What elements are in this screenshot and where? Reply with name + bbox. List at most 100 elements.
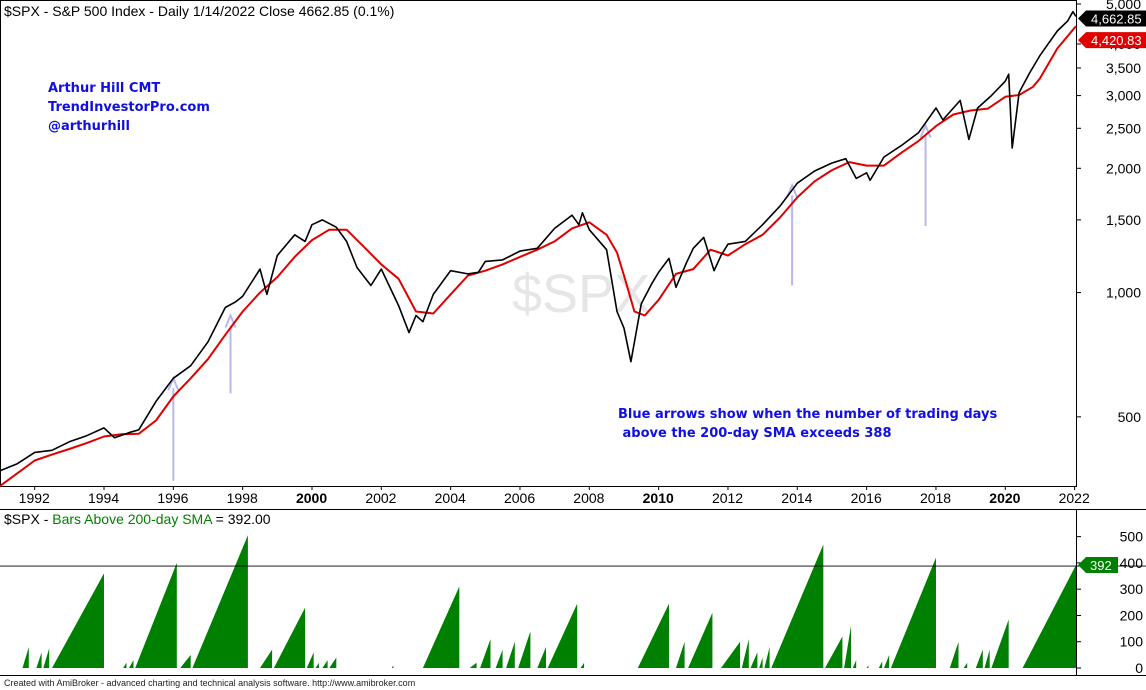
lower-y-tick-label: 300 [1120, 581, 1144, 597]
author-handle: @arthurhill [48, 119, 130, 134]
bars-above-run [759, 657, 763, 668]
author-name: Arthur Hill CMT [48, 81, 160, 96]
bars-above-run [844, 626, 851, 668]
bars-above-run [495, 649, 503, 668]
lower-y-tick-label: 200 [1120, 607, 1144, 623]
lower-title-value: = 392.00 [212, 511, 271, 527]
bars-above-run [688, 612, 713, 668]
x-tick-label: 2002 [365, 490, 396, 506]
watermark: $SPX [512, 264, 650, 324]
bars-above-run [518, 631, 531, 668]
x-tick-label: 2016 [851, 490, 882, 506]
x-tick-label: 1998 [227, 490, 258, 506]
bars-above-run [22, 647, 29, 668]
lower-last-value-tag: 392 [1078, 557, 1118, 574]
bars-above-run [52, 573, 104, 668]
bars-above-run [192, 535, 248, 668]
x-tick-label: 1996 [157, 490, 188, 506]
bars-above-run [36, 652, 42, 668]
upper-y-axis: 5001,0001,5002,0002,5003,0003,5004,0005,… [1076, 0, 1141, 425]
footer-credit: Created with AmiBroker - advanced charti… [4, 678, 416, 688]
price-last-value: 4,662.85 [1091, 12, 1142, 27]
lower-y-tick-label: 0 [1135, 660, 1143, 676]
bars-above-run [878, 661, 883, 668]
bars-above-run [537, 647, 546, 668]
bars-above-run [741, 639, 749, 668]
sma-line [0, 25, 1077, 487]
bars-above-run [721, 641, 741, 668]
y-tick-label: 1,500 [1106, 212, 1141, 228]
bars-above-run [506, 641, 515, 668]
x-tick-label: 2020 [989, 490, 1020, 506]
bars-above-run [949, 641, 959, 668]
sma-last-value-tag: 4,420.83 [1078, 32, 1146, 49]
note-line-1: Blue arrows show when the number of trad… [618, 407, 998, 422]
sma-last-value: 4,420.83 [1091, 33, 1142, 48]
upper-panel-title: $SPX - S&P 500 Index - Daily 1/14/2022 C… [4, 3, 394, 19]
bars-above-run [764, 647, 770, 668]
bars-above-run [273, 607, 306, 668]
bars-above-run [984, 649, 990, 668]
upper-panel-frame [0, 0, 1077, 487]
lower-tag-background [1078, 557, 1118, 574]
bars-above-run [315, 662, 319, 668]
lower-y-tick-label: 500 [1120, 529, 1144, 545]
lower-bars [22, 535, 1076, 668]
upper-series [0, 10, 1077, 487]
lower-y-axis: 0 100 200 300 400 500 [1076, 529, 1143, 676]
bars-above-run [975, 649, 983, 668]
x-tick-label: 2004 [435, 490, 466, 506]
x-tick-label: 2006 [504, 490, 535, 506]
x-tick-label: 1994 [88, 490, 119, 506]
bars-above-run [884, 654, 890, 668]
bars-above-run [322, 660, 328, 668]
bars-above-run [825, 636, 843, 668]
lower-y-tick-label: 100 [1120, 634, 1144, 650]
x-tick-label: 2018 [920, 490, 951, 506]
y-tick-label: 2,500 [1106, 120, 1141, 136]
bars-above-run [1022, 565, 1076, 668]
sma-tag-background [1078, 32, 1146, 49]
bars-above-run [750, 652, 758, 668]
x-tick-label: 2008 [573, 490, 604, 506]
y-tick-label: 500 [1118, 409, 1142, 425]
author-site: TrendInvestorPro.com [48, 100, 210, 115]
bars-above-run [129, 660, 134, 668]
lower-title-series: Bars Above 200-day SMA [52, 511, 213, 527]
lower-last-value: 392 [1090, 558, 1112, 573]
bars-above-run [469, 662, 477, 668]
lower-title-prefix: $SPX - [4, 511, 52, 527]
bars-above-run [963, 662, 968, 668]
bars-above-run [676, 641, 685, 668]
bars-above-run [43, 648, 50, 668]
x-tick-label: 2000 [296, 490, 327, 506]
price-tag-background [1078, 10, 1146, 27]
y-tick-label: 2,000 [1106, 160, 1141, 176]
y-tick-label: 1,000 [1106, 285, 1141, 301]
x-tick-label: 2022 [1059, 490, 1090, 506]
bars-above-run [890, 557, 936, 668]
lower-y-tick-label: 400 [1120, 555, 1144, 571]
bars-above-run [991, 619, 1009, 668]
y-tick-label: 3,500 [1106, 60, 1141, 76]
bars-above-run [180, 654, 191, 668]
bars-above-run [260, 649, 273, 668]
price-line [0, 10, 1077, 472]
x-tick-label: 1992 [19, 490, 50, 506]
x-tick-label: 2010 [643, 490, 674, 506]
y-tick-label: 3,000 [1106, 88, 1141, 104]
bars-above-run [547, 603, 578, 668]
bars-above-run [135, 562, 177, 668]
bars-above-run [637, 603, 669, 668]
bars-above-run [391, 665, 394, 668]
bars-above-run [580, 662, 585, 668]
bars-above-run [422, 586, 460, 668]
lower-panel-title: $SPX - Bars Above 200-day SMA = 392.00 [4, 511, 271, 527]
x-tick-label: 2014 [781, 490, 812, 506]
bars-above-run [123, 662, 127, 668]
price-last-value-tag: 4,662.85 [1078, 10, 1146, 27]
x-tick-label: 2012 [712, 490, 743, 506]
bars-above-run [480, 639, 491, 668]
bars-above-run [866, 665, 869, 668]
